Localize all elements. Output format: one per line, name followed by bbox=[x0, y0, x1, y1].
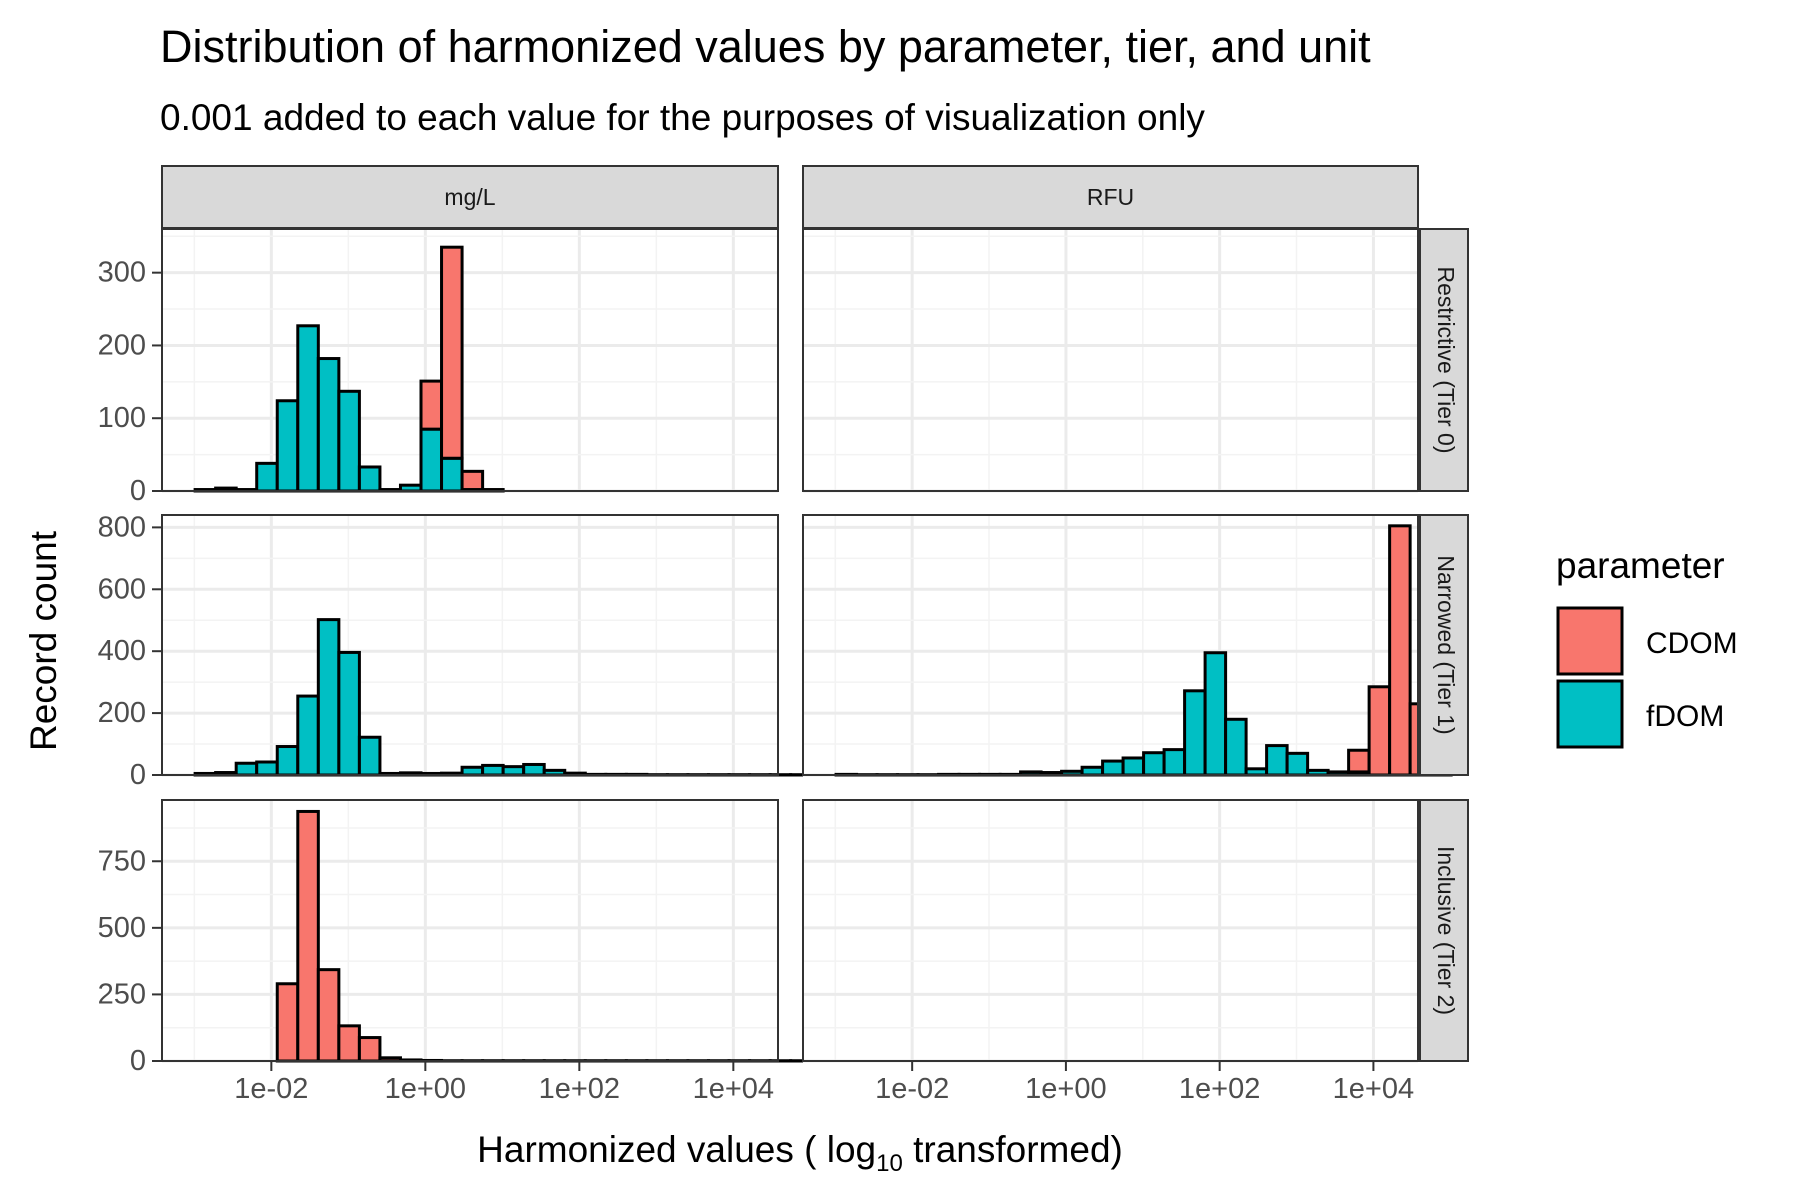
histogram-bar-cdom bbox=[1347, 748, 1371, 774]
column-strip bbox=[161, 165, 779, 229]
histogram-bar-cdom bbox=[357, 1036, 382, 1063]
row-strip-label: Narrowed (Tier 1) bbox=[1433, 555, 1459, 734]
histogram-bar-fdom bbox=[1224, 717, 1248, 777]
histogram-bar-fdom bbox=[1101, 759, 1125, 777]
panel-background bbox=[803, 229, 1418, 491]
panel-border bbox=[802, 799, 1419, 1062]
histogram-bar-fdom bbox=[1142, 751, 1166, 777]
legend: parameter CDOM fDOM bbox=[1556, 545, 1738, 749]
histogram-bar-fdom bbox=[234, 761, 259, 777]
histogram-bar-cdom bbox=[296, 809, 320, 1063]
row-strip bbox=[1419, 514, 1469, 776]
histogram-bar-fdom bbox=[296, 694, 320, 777]
histogram-bar-fdom bbox=[357, 465, 382, 493]
histogram-bar-fdom bbox=[255, 461, 279, 493]
y-tick-label: 250 bbox=[98, 978, 146, 1010]
panel-border bbox=[161, 514, 779, 776]
panel-background bbox=[162, 515, 778, 775]
y-tick-label: 200 bbox=[98, 329, 146, 361]
histogram-bar-fdom bbox=[481, 763, 505, 777]
x-axis-title: Harmonized values ( log10 transformed) bbox=[477, 1129, 1123, 1177]
row-strip-label: Inclusive (Tier 2) bbox=[1433, 846, 1459, 1015]
y-tick-label: 200 bbox=[98, 697, 146, 729]
x-tick-label: 1e+00 bbox=[385, 1073, 466, 1105]
panel-background bbox=[803, 515, 1418, 775]
y-tick-label: 100 bbox=[98, 402, 146, 434]
y-tick-label: 750 bbox=[98, 845, 146, 877]
facet-grid: Restrictive (Tier 0) 0 100 200 300 Narrowed (… bbox=[98, 165, 1469, 1105]
histogram-bar-fdom bbox=[337, 650, 361, 777]
histogram-bar-fdom bbox=[460, 765, 485, 777]
histogram-bar-cdom bbox=[337, 1024, 361, 1063]
x-tick-label: 1e+02 bbox=[539, 1073, 620, 1105]
histogram-bar-fdom bbox=[316, 357, 341, 493]
histogram-bar-fdom bbox=[1183, 689, 1207, 777]
histogram-bar-fdom bbox=[1265, 744, 1289, 777]
y-tick-label: 400 bbox=[98, 635, 146, 667]
y-tick-label: 300 bbox=[98, 257, 146, 289]
y-tick-label: 0 bbox=[130, 1045, 146, 1077]
histogram-bar-fdom bbox=[1121, 756, 1146, 777]
column-strip-label: RFU bbox=[1087, 184, 1134, 210]
legend-label-cdom: CDOM bbox=[1646, 627, 1738, 660]
panel-border bbox=[161, 799, 779, 1062]
y-tick-label: 500 bbox=[98, 912, 146, 944]
x-tick-label: 1e-02 bbox=[234, 1073, 308, 1105]
histogram-bar-fdom bbox=[1203, 651, 1228, 777]
panel-background bbox=[162, 229, 778, 491]
legend-key-fdom bbox=[1556, 679, 1624, 749]
histogram-bar-cdom bbox=[1367, 685, 1392, 777]
panel-border bbox=[802, 514, 1419, 776]
histogram-bar-fdom bbox=[255, 760, 279, 777]
histogram-bar-fdom bbox=[419, 427, 444, 493]
histogram-bar-cdom bbox=[419, 379, 444, 431]
histogram-bar-fdom bbox=[440, 456, 464, 493]
x-axis-title-subscript: 10 bbox=[876, 1150, 903, 1177]
histogram-bar-fdom bbox=[1080, 765, 1105, 777]
histogram-bar-cdom bbox=[316, 968, 341, 1063]
legend-label-fdom: fDOM bbox=[1646, 700, 1724, 733]
histogram-bar-fdom bbox=[316, 618, 341, 777]
chart-subtitle: 0.001 added to each value for the purpos… bbox=[160, 97, 1205, 138]
histogram-bar-fdom bbox=[501, 765, 526, 777]
x-axis-title-suffix: transformed) bbox=[903, 1129, 1123, 1170]
row-strip bbox=[1419, 228, 1469, 492]
histogram-bar-cdom bbox=[440, 245, 464, 460]
legend-key-cdom bbox=[1556, 606, 1624, 676]
row-strip bbox=[1419, 799, 1469, 1062]
histogram-bar-cdom bbox=[460, 469, 485, 492]
histogram-bar-fdom bbox=[522, 762, 546, 777]
y-tick-label: 0 bbox=[130, 759, 146, 791]
panel-background bbox=[162, 800, 778, 1061]
histogram-bar-fdom bbox=[357, 735, 382, 777]
x-tick-label: 1e+04 bbox=[693, 1073, 774, 1105]
histogram-bar-fdom bbox=[1285, 751, 1310, 777]
x-tick-label: 1e+04 bbox=[1333, 1073, 1414, 1105]
histogram-bar-cdom bbox=[1388, 524, 1412, 777]
y-axis-title: Record count bbox=[23, 530, 64, 751]
histogram-bar-fdom bbox=[337, 389, 361, 493]
y-tick-label: 0 bbox=[130, 475, 146, 507]
x-tick-label: 1e-02 bbox=[875, 1073, 949, 1105]
histogram-bar-fdom bbox=[296, 324, 320, 493]
x-axis-title-prefix: Harmonized values ( log bbox=[477, 1129, 876, 1170]
histogram-bar-fdom bbox=[275, 399, 300, 493]
histogram-bar-fdom bbox=[275, 745, 300, 777]
column-strip bbox=[802, 165, 1419, 229]
histogram-bar-cdom bbox=[275, 982, 300, 1063]
y-tick-label: 600 bbox=[98, 573, 146, 605]
x-tick-label: 1e+00 bbox=[1025, 1073, 1106, 1105]
chart-title: Distribution of harmonized values by par… bbox=[160, 21, 1371, 72]
x-tick-label: 1e+02 bbox=[1179, 1073, 1260, 1105]
y-tick-label: 800 bbox=[98, 511, 146, 543]
legend-title: parameter bbox=[1556, 545, 1725, 586]
column-strip-label: mg/L bbox=[444, 184, 495, 210]
panel-background bbox=[803, 800, 1418, 1061]
row-strip-label: Restrictive (Tier 0) bbox=[1433, 267, 1459, 454]
histogram-bar-fdom bbox=[1162, 748, 1187, 777]
